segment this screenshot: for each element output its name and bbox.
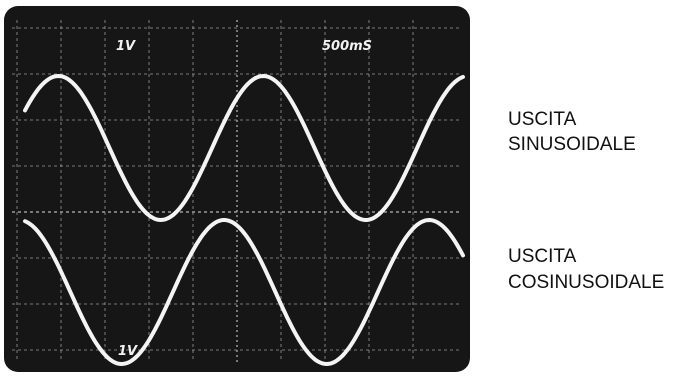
caption: USCITA xyxy=(508,109,577,130)
sine-trace xyxy=(23,73,465,223)
caption: USCITA xyxy=(508,246,577,267)
time-div-label: 500mS xyxy=(322,39,372,54)
caption: COSINUSOIDALE xyxy=(508,272,664,293)
volt-div-label: 1V xyxy=(118,344,138,359)
volt-div-label: 1V xyxy=(116,39,136,54)
scope-screen xyxy=(4,6,470,372)
graticule xyxy=(12,20,462,362)
caption: SINUSOIDALE xyxy=(508,134,636,155)
cosine-trace xyxy=(23,217,465,367)
